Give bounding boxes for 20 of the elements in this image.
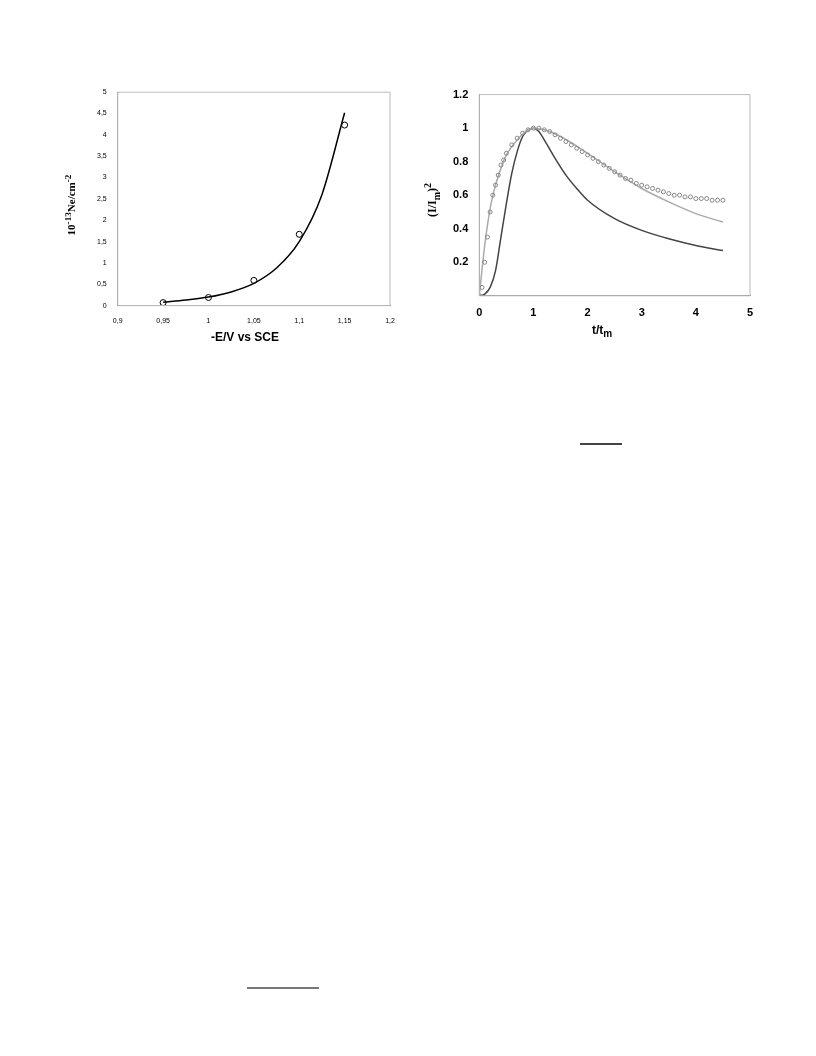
point [295,230,303,238]
point [204,293,212,301]
x-tick-label: 5 [746,306,754,319]
y-tick-label: 0.2 [452,255,469,268]
x-axis-title: t/t$_{m}$ [591,323,613,340]
point [159,299,167,306]
y-tick-label: 0.4 [452,221,470,234]
y-tick-label: 1.2 [452,87,469,100]
point [341,121,349,129]
y-tick-label: 0.8 [452,154,469,167]
x-tick-label: 0 [476,306,483,319]
x-tick-label: 2 [584,306,591,319]
x-tick-label: 3 [638,306,645,319]
y-tick-label: 0.6 [452,188,469,201]
point [250,276,258,284]
y-tick-label: 1 [462,121,469,134]
line-series [479,127,724,296]
x-tick-label: 4 [692,306,700,319]
x-axis-title: -E/V vs SCE [210,330,280,344]
x-tick-label: 1 [530,306,537,319]
